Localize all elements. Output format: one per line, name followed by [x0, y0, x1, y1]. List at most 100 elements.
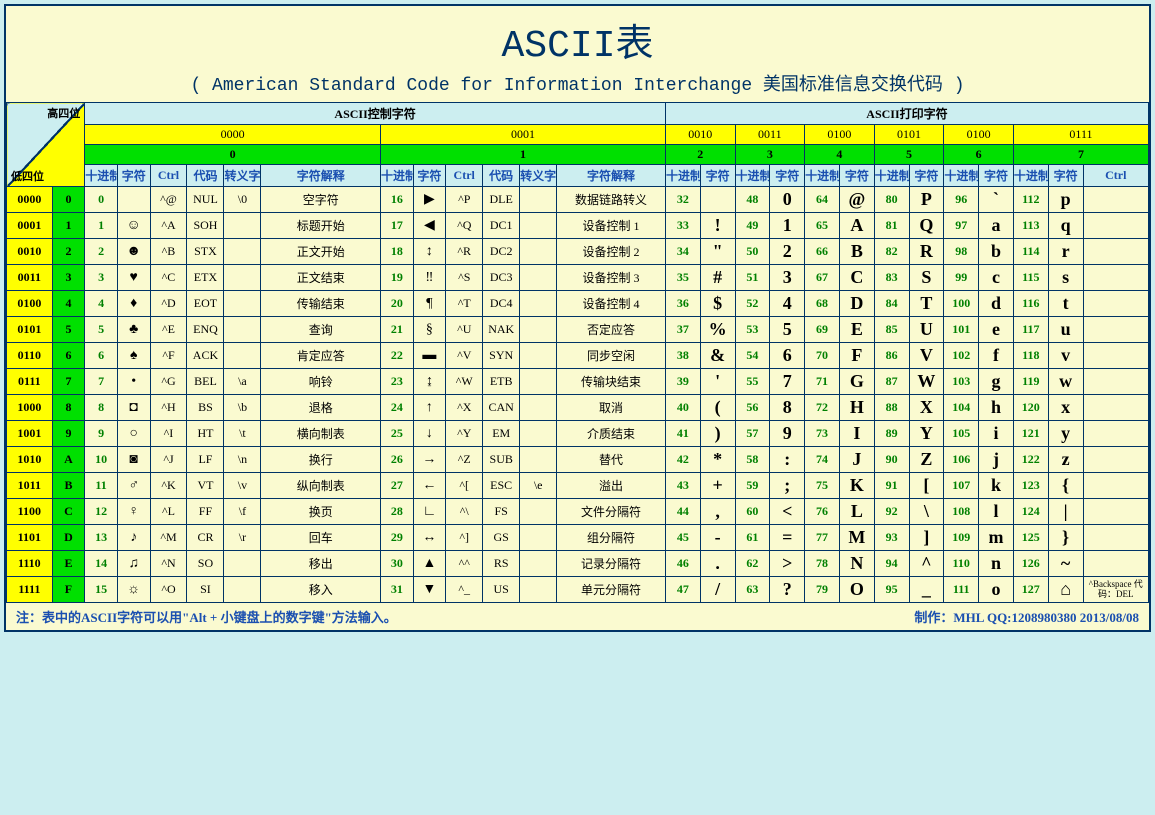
cell: m — [979, 525, 1014, 551]
cell: B — [52, 473, 85, 499]
cell: 22 — [381, 343, 414, 369]
col-hdr: 字符 — [979, 165, 1014, 187]
cell: 18 — [381, 239, 414, 265]
cell: EM — [483, 421, 520, 447]
cell: 97 — [944, 213, 979, 239]
cell: 71 — [805, 369, 840, 395]
cell: 48 — [735, 187, 770, 213]
cell — [520, 187, 557, 213]
cell: N — [839, 551, 874, 577]
cell: e — [979, 317, 1014, 343]
cell: 换行 — [261, 447, 381, 473]
bin-hdr: 0010 — [665, 125, 735, 145]
cell: V — [909, 343, 944, 369]
cell: 29 — [381, 525, 414, 551]
cell: 64 — [805, 187, 840, 213]
cell: 设备控制 1 — [557, 213, 666, 239]
cell: HT — [187, 421, 224, 447]
cell: 1 — [52, 213, 85, 239]
hex-hdr: 3 — [735, 145, 805, 165]
cell: 52 — [735, 291, 770, 317]
cell: 76 — [805, 499, 840, 525]
col-hdr: 字符 — [413, 165, 446, 187]
cell: 同步空闲 — [557, 343, 666, 369]
cell: ♠ — [117, 343, 150, 369]
cell — [224, 317, 261, 343]
cell: ^J — [150, 447, 187, 473]
cell: ^C — [150, 265, 187, 291]
col-hdr: 字符 — [839, 165, 874, 187]
cell: 取消 — [557, 395, 666, 421]
cell: 38 — [665, 343, 700, 369]
cell: k — [979, 473, 1014, 499]
cell: 41 — [665, 421, 700, 447]
cell: 87 — [874, 369, 909, 395]
cell: ^P — [446, 187, 483, 213]
cell: 27 — [381, 473, 414, 499]
cell: \v — [224, 473, 261, 499]
cell: 37 — [665, 317, 700, 343]
section-print: ASCII打印字符 — [665, 103, 1148, 125]
cell: 103 — [944, 369, 979, 395]
cell: 7 — [770, 369, 805, 395]
cell: 43 — [665, 473, 700, 499]
bin-hdr: 0101 — [874, 125, 944, 145]
cell: GS — [483, 525, 520, 551]
cell: p — [1048, 187, 1083, 213]
cell: 30 — [381, 551, 414, 577]
cell: 2 — [52, 239, 85, 265]
cell: s — [1048, 265, 1083, 291]
cell: 110 — [944, 551, 979, 577]
cell: VT — [187, 473, 224, 499]
cell: 98 — [944, 239, 979, 265]
cell: 72 — [805, 395, 840, 421]
footer-author: 制作：MHL QQ:1208980380 2013/08/08 — [914, 607, 1139, 626]
cell: 24 — [381, 395, 414, 421]
cell: 退格 — [261, 395, 381, 421]
cell: | — [1048, 499, 1083, 525]
cell: # — [700, 265, 735, 291]
cell: ^E — [150, 317, 187, 343]
table-row: 1100C12♀^LFF\f换页28∟^\FS文件分隔符44,60<76L92\… — [7, 499, 1149, 525]
cell: 5 — [85, 317, 118, 343]
cell: 68 — [805, 291, 840, 317]
bin-hdr: 0100 — [944, 125, 1014, 145]
cell: D — [839, 291, 874, 317]
cell: - — [700, 525, 735, 551]
cell: 114 — [1013, 239, 1048, 265]
cell — [520, 525, 557, 551]
cell: 1 — [85, 213, 118, 239]
cell: 正文开始 — [261, 239, 381, 265]
cell: 94 — [874, 551, 909, 577]
cell: B — [839, 239, 874, 265]
cell: r — [1048, 239, 1083, 265]
cell: 文件分隔符 — [557, 499, 666, 525]
cell: D — [52, 525, 85, 551]
cell: u — [1048, 317, 1083, 343]
hex-hdr: 1 — [381, 145, 666, 165]
cell: ` — [979, 187, 1014, 213]
cell: C — [839, 265, 874, 291]
cell — [520, 317, 557, 343]
cell: h — [979, 395, 1014, 421]
cell: 设备控制 3 — [557, 265, 666, 291]
cell: 记录分隔符 — [557, 551, 666, 577]
cell: 11 — [85, 473, 118, 499]
cell: ♪ — [117, 525, 150, 551]
cell: ^Y — [446, 421, 483, 447]
cell: 7 — [85, 369, 118, 395]
cell: z — [1048, 447, 1083, 473]
col-hdr: 十进制 — [805, 165, 840, 187]
cell: ^N — [150, 551, 187, 577]
cell: SI — [187, 577, 224, 603]
cell: , — [700, 499, 735, 525]
cell: ETX — [187, 265, 224, 291]
cell: US — [483, 577, 520, 603]
cell: " — [700, 239, 735, 265]
cell: 83 — [874, 265, 909, 291]
cell: * — [700, 447, 735, 473]
cell: 46 — [665, 551, 700, 577]
cell: ‼ — [413, 265, 446, 291]
cell: J — [839, 447, 874, 473]
cell — [224, 551, 261, 577]
